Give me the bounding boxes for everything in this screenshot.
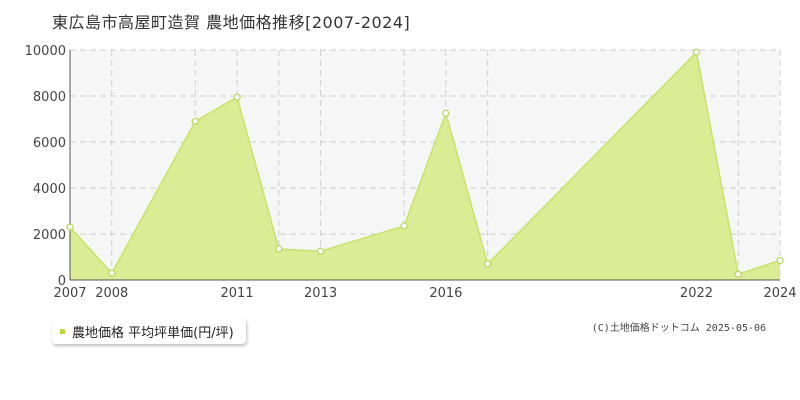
data-point bbox=[108, 269, 116, 277]
series-area bbox=[70, 52, 780, 280]
y-tick-label: 2000 bbox=[33, 228, 66, 243]
data-point bbox=[233, 93, 241, 101]
area-layer bbox=[69, 50, 781, 280]
y-tick-label: 4000 bbox=[33, 182, 66, 197]
data-point bbox=[442, 109, 450, 117]
data-point bbox=[400, 222, 408, 230]
y-tick-label: 0 bbox=[58, 274, 66, 289]
x-tick-label: 2022 bbox=[680, 286, 713, 301]
x-tick-label: 2008 bbox=[95, 286, 128, 301]
legend: 農地価格 平均坪単価(円/坪) bbox=[52, 318, 246, 344]
legend-label: 農地価格 平均坪単価(円/坪) bbox=[72, 325, 234, 341]
x-tick-label: 2011 bbox=[221, 286, 254, 301]
y-tick-label: 8000 bbox=[33, 90, 66, 105]
data-points bbox=[66, 48, 784, 278]
x-tick-label: 2013 bbox=[304, 286, 337, 301]
data-point bbox=[66, 223, 74, 231]
legend-swatch bbox=[60, 328, 65, 334]
data-point bbox=[316, 247, 325, 255]
data-point bbox=[692, 48, 701, 56]
x-tick-label: 2016 bbox=[429, 286, 462, 301]
axes bbox=[69, 50, 780, 281]
data-point bbox=[275, 245, 283, 253]
x-tick-label: 2007 bbox=[53, 286, 86, 301]
chart-title: 東広島市高屋町造賀 農地価格推移[2007-2024] bbox=[52, 13, 411, 32]
data-point bbox=[484, 260, 492, 268]
data-point bbox=[776, 256, 784, 265]
y-tick-labels: 0 2000 4000 6000 8000 10000 bbox=[25, 44, 66, 289]
x-tick-label: 2024 bbox=[763, 286, 796, 301]
data-point bbox=[734, 270, 742, 278]
data-point bbox=[191, 117, 199, 125]
credit-text: (C)土地価格ドットコム 2025-05-06 bbox=[591, 323, 766, 334]
y-tick-label: 6000 bbox=[33, 136, 66, 151]
x-tick-labels: 2007 2008 2011 2013 2016 2022 2024 bbox=[53, 286, 796, 301]
series-line bbox=[69, 50, 781, 276]
y-tick-label: 10000 bbox=[25, 44, 66, 59]
